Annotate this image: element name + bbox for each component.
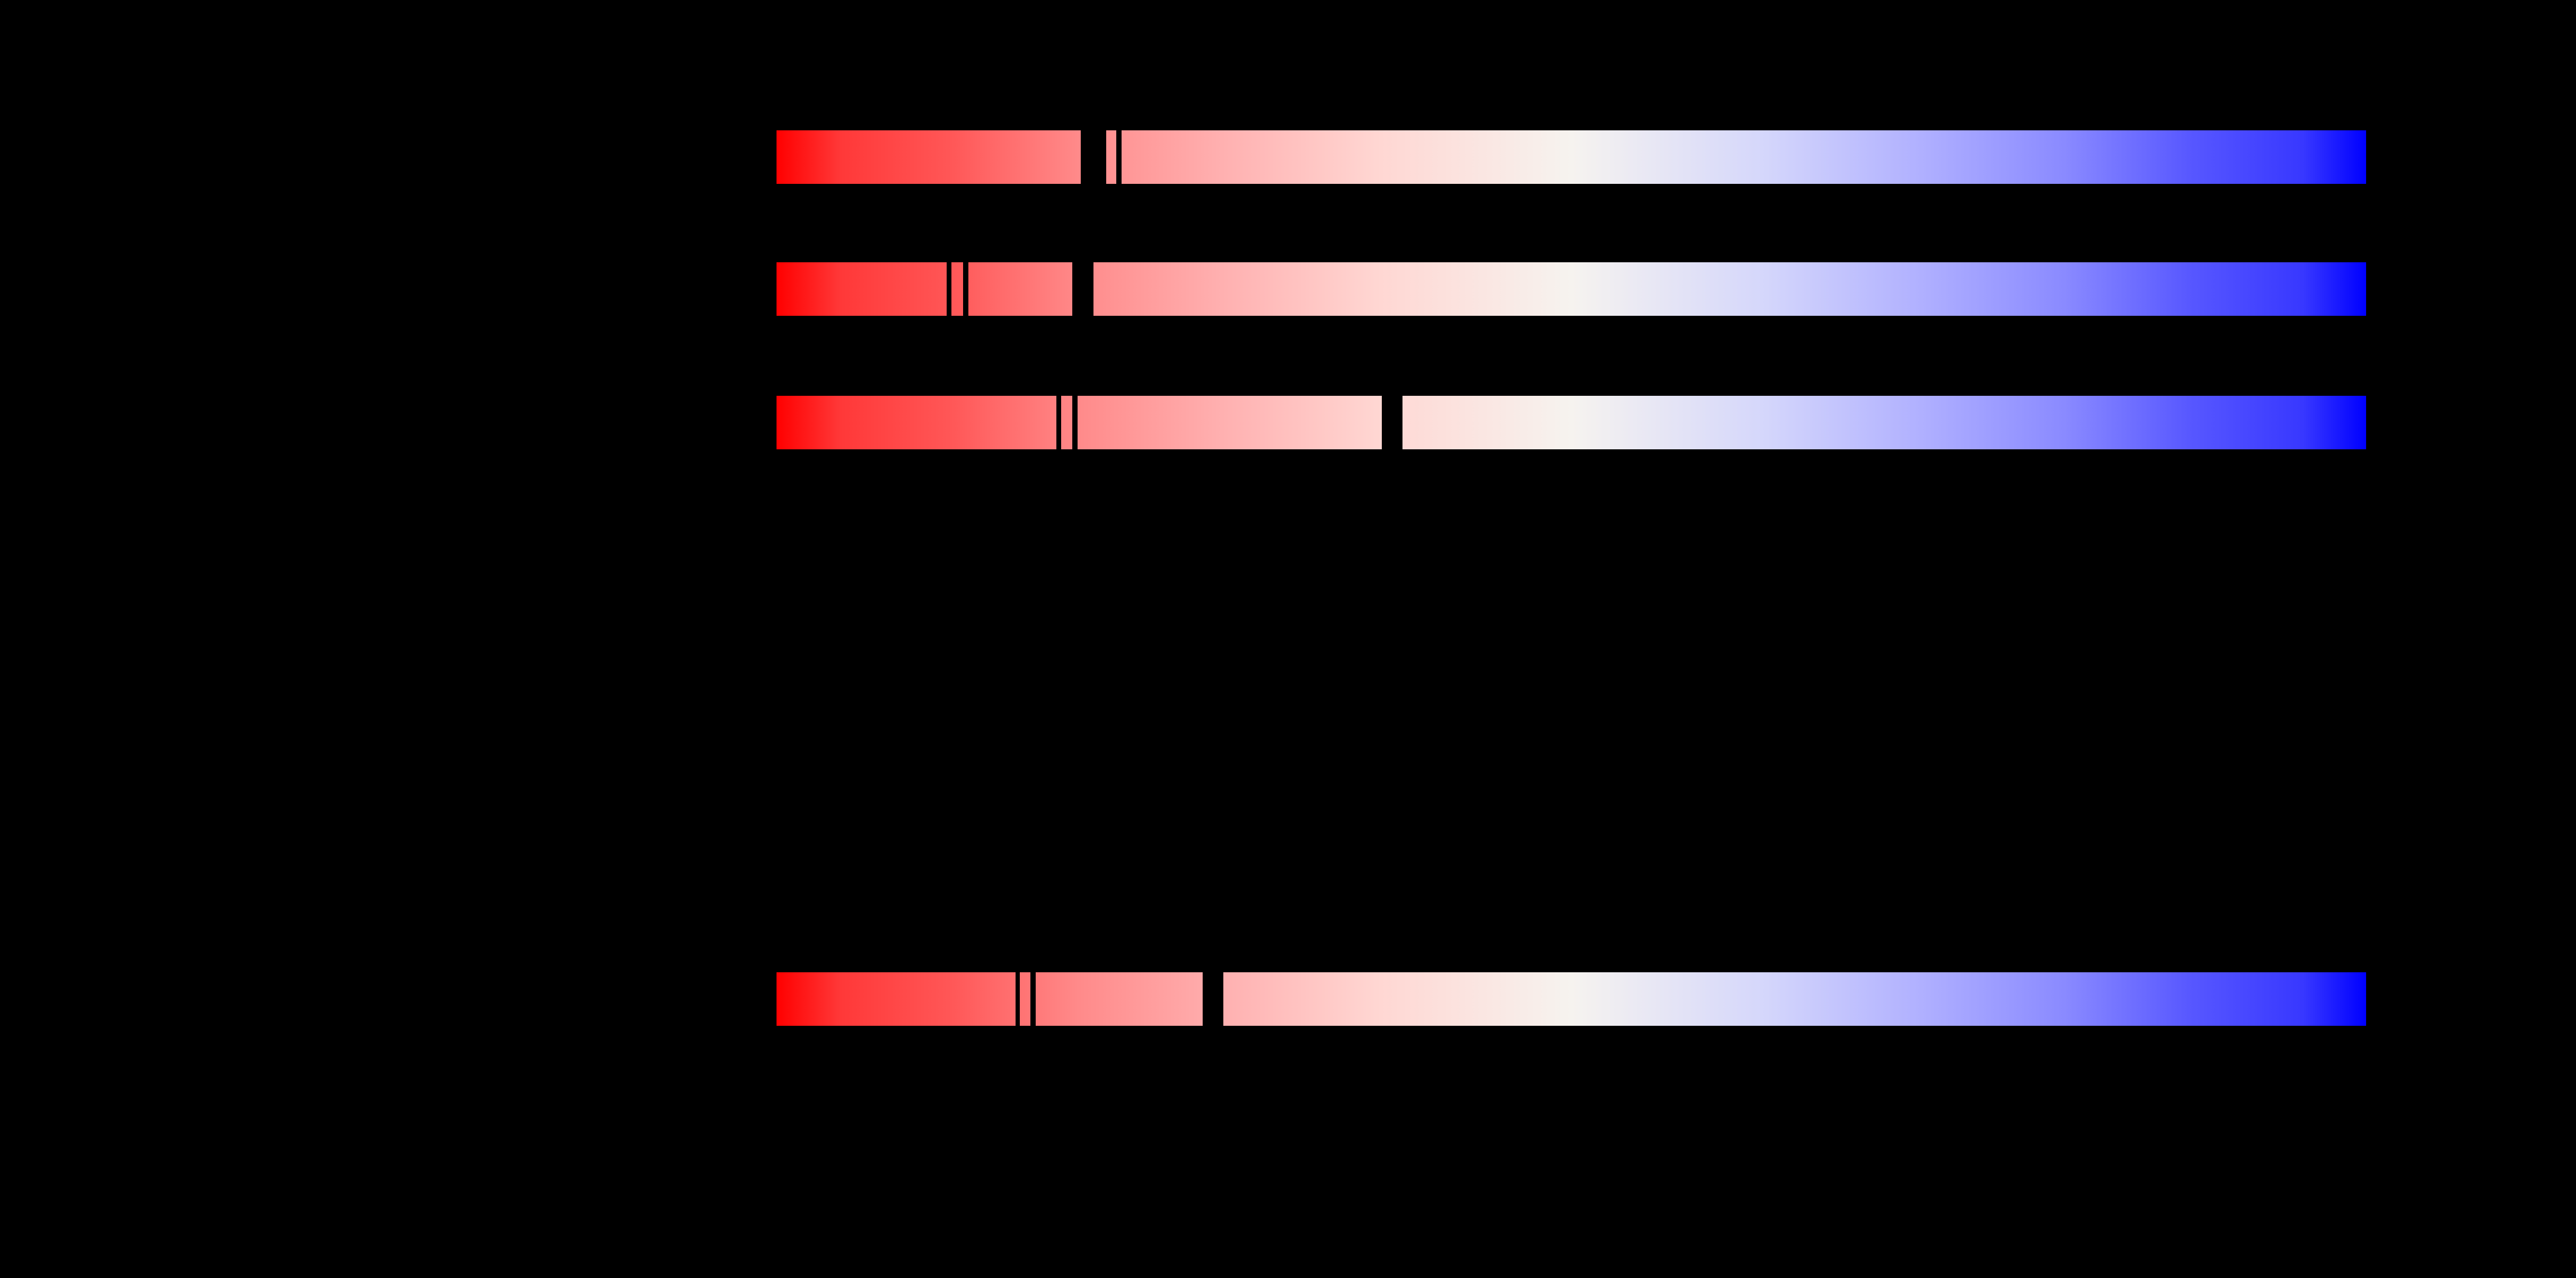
gradient-bar-4 (777, 972, 2366, 1026)
bar-4-tick-mark-2 (1030, 972, 1036, 1026)
bar-2-tick-mark-3 (1072, 262, 1093, 316)
bar-2-tick-mark-2 (963, 262, 968, 316)
bar-1-tick-mark-2 (1116, 130, 1122, 184)
bar-3-tick-mark-3 (1382, 396, 1402, 449)
bar-3-tick-mark-2 (1072, 396, 1078, 449)
bar-4-tick-mark-3 (1203, 972, 1223, 1026)
gradient-bar-1 (777, 130, 2366, 184)
bar-3-tick-mark-1 (1056, 396, 1061, 449)
bar-1-tick-mark-1 (1081, 130, 1106, 184)
bar-4-tick-mark-1 (1016, 972, 1020, 1026)
gradient-bar-2 (777, 262, 2366, 316)
gradient-bar-3 (777, 396, 2366, 449)
bar-2-tick-mark-1 (947, 262, 951, 316)
